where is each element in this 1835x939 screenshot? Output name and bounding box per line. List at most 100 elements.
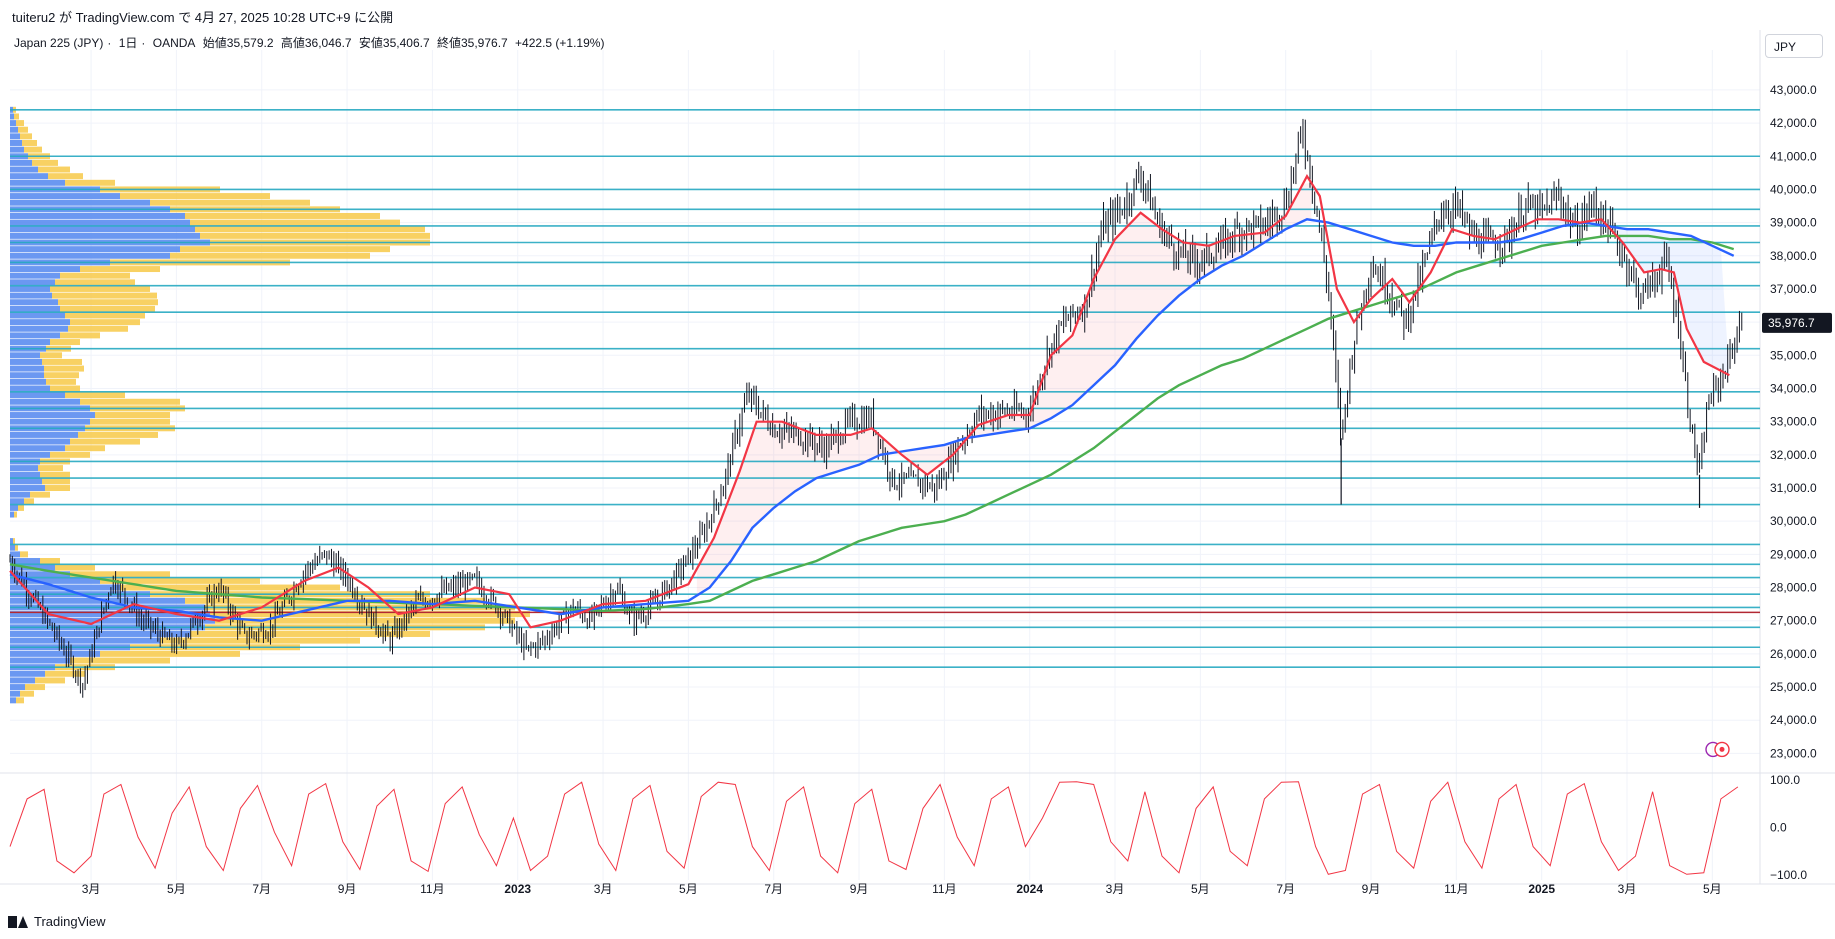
volume-profile-bar-up bbox=[10, 385, 50, 392]
price-axis-label: 38,000.0 bbox=[1770, 249, 1817, 263]
volume-profile-bar-up bbox=[10, 451, 50, 458]
volume-profile-bar-down bbox=[14, 511, 17, 518]
volume-profile-bar-down bbox=[55, 564, 95, 571]
volume-profile-bar-down bbox=[190, 630, 430, 637]
legend-open: 始値35,579.2 bbox=[202, 36, 274, 50]
volume-profile-bar-up bbox=[10, 378, 46, 385]
volume-profile-bar-up bbox=[10, 650, 100, 657]
time-axis-label: 11月 bbox=[932, 882, 956, 896]
volume-profile-bar-down bbox=[50, 451, 90, 458]
volume-profile-bar-up bbox=[10, 299, 58, 306]
legend-low: 安値35,406.7 bbox=[358, 36, 430, 50]
volume-profile-bar-up bbox=[10, 246, 180, 253]
volume-profile-bar-up bbox=[10, 491, 30, 498]
volume-profile-bar-up bbox=[10, 431, 78, 438]
volume-profile-bar-up bbox=[10, 173, 48, 180]
volume-profile-bar-down bbox=[90, 418, 170, 425]
price-axis-label: 25,000.0 bbox=[1770, 680, 1817, 694]
time-axis-label: 3月 bbox=[594, 882, 613, 896]
price-axis-label: 24,000.0 bbox=[1770, 713, 1817, 727]
price-axis-label: 23,000.0 bbox=[1770, 746, 1817, 760]
volume-profile-bar-down bbox=[25, 684, 45, 691]
volume-profile-bar-up bbox=[10, 471, 40, 478]
volume-profile-bar-down bbox=[195, 226, 425, 233]
volume-profile-bar-down bbox=[80, 266, 160, 273]
time-axis-label: 9月 bbox=[338, 882, 357, 896]
volume-profile-bar-down bbox=[100, 650, 240, 657]
volume-profile-bar-up bbox=[10, 266, 80, 273]
volume-profile-bar-up bbox=[10, 597, 185, 604]
volume-profile-bar-up bbox=[10, 577, 100, 584]
volume-profile-bar-down bbox=[50, 339, 80, 346]
oscillator-axis-label: −100.0 bbox=[1770, 868, 1807, 882]
currency-selector[interactable]: JPY bbox=[1765, 34, 1823, 58]
volume-profile-bar-down bbox=[44, 365, 84, 372]
last-price-label: 35,976.7 bbox=[1768, 316, 1815, 330]
footer-brand: TradingView bbox=[34, 914, 106, 929]
volume-profile-bar-down bbox=[160, 637, 360, 644]
volume-profile-bar-down bbox=[38, 166, 70, 173]
volume-profile-bar-up bbox=[10, 544, 15, 551]
volume-profile-bar-down bbox=[215, 617, 515, 624]
time-axis-label: 7月 bbox=[764, 882, 783, 896]
time-axis-label: 2023 bbox=[504, 882, 531, 896]
volume-profile-bar-up bbox=[10, 120, 16, 127]
volume-profile-bar-down bbox=[65, 445, 105, 452]
volume-profile-bar-down bbox=[65, 312, 145, 319]
volume-profile-bar-up bbox=[10, 478, 42, 485]
volume-profile-bar-up bbox=[10, 199, 150, 206]
indicator-marker-dot-icon bbox=[1719, 746, 1725, 752]
volume-profile-bar-down bbox=[14, 113, 19, 120]
volume-profile-bar-down bbox=[180, 246, 390, 253]
volume-profile-bar-down bbox=[70, 319, 140, 326]
time-axis-label: 5月 bbox=[1191, 882, 1210, 896]
volume-profile-bar-down bbox=[40, 558, 60, 564]
volume-profile-bar-down bbox=[42, 358, 82, 365]
time-axis-label: 9月 bbox=[850, 882, 869, 896]
volume-profile-bar-down bbox=[16, 120, 24, 127]
ema-cloud-bull bbox=[1541, 219, 1730, 376]
ema-cloud-bear bbox=[696, 182, 1312, 596]
price-axis-label: 26,000.0 bbox=[1770, 647, 1817, 661]
volume-profile-bar-up bbox=[10, 126, 18, 133]
legend-symbol[interactable]: Japan 225 (JPY) bbox=[14, 36, 104, 50]
ema-red-line bbox=[9, 174, 1730, 629]
time-axis-label: 11月 bbox=[420, 882, 444, 896]
time-axis-label: 3月 bbox=[1106, 882, 1125, 896]
price-axis-label: 43,000.0 bbox=[1770, 83, 1817, 97]
volume-profile-bar-down bbox=[80, 398, 180, 405]
volume-profile-bar-down bbox=[20, 551, 28, 558]
volume-profile-bar-down bbox=[200, 232, 430, 239]
volume-profile-bar-up bbox=[10, 584, 120, 591]
volume-profile-bar-up bbox=[10, 339, 50, 346]
volume-profile-bar-down bbox=[15, 544, 18, 551]
volume-profile-bar-down bbox=[16, 697, 24, 704]
volume-profile-bar-up bbox=[10, 159, 32, 166]
legend-source: OANDA bbox=[152, 36, 196, 50]
volume-profile-bar-down bbox=[44, 372, 79, 379]
volume-profile-bar-up bbox=[10, 193, 120, 200]
last-price-label-bg bbox=[1762, 312, 1832, 333]
volume-profile-bar-up bbox=[10, 465, 38, 472]
volume-profile-bar-down bbox=[65, 179, 115, 186]
volume-profile-bar-up bbox=[10, 551, 20, 558]
volume-profile-bar-up bbox=[10, 398, 80, 405]
volume-profile-bar-down bbox=[60, 332, 100, 339]
volume-profile-bar-up bbox=[10, 392, 65, 399]
time-axis-label: 7月 bbox=[1276, 882, 1295, 896]
volume-profile-bar-down bbox=[48, 173, 83, 180]
volume-profile-bar-up bbox=[10, 372, 44, 379]
volume-profile-bar-up bbox=[10, 325, 68, 332]
volume-profile-bar-down bbox=[60, 272, 130, 279]
price-axis-label: 37,000.0 bbox=[1770, 282, 1817, 296]
volume-profile-bar-up bbox=[10, 657, 70, 664]
time-axis-label: 11月 bbox=[1444, 882, 1468, 896]
price-axis-label: 33,000.0 bbox=[1770, 415, 1817, 429]
legend-interval[interactable]: 1日 bbox=[118, 36, 138, 50]
price-axis-label: 41,000.0 bbox=[1770, 149, 1817, 163]
volume-profile-bar-down bbox=[45, 485, 70, 491]
volume-profile-bar-up bbox=[10, 438, 70, 445]
volume-profile-bar-down bbox=[20, 133, 32, 140]
volume-profile-bar-down bbox=[68, 325, 128, 332]
